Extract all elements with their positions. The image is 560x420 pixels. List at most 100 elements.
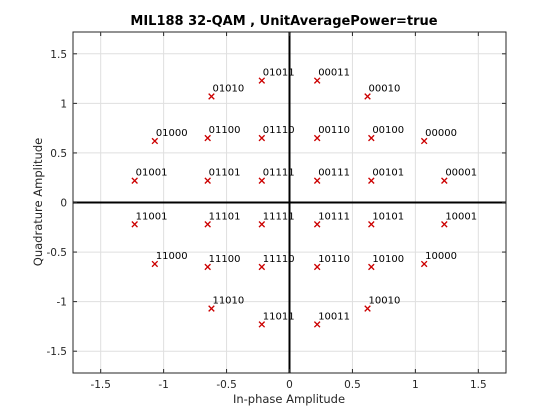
point-marker: [258, 221, 266, 228]
constellation-point: 11001: [131, 211, 168, 228]
x-tick-label: -1.5: [90, 379, 111, 391]
point-label: 11111: [263, 211, 295, 222]
point-marker: [151, 260, 159, 268]
constellation-point: 11101: [204, 211, 241, 228]
constellation-point: 00100: [368, 125, 404, 142]
point-label: 01100: [209, 125, 241, 136]
point-marker: [420, 137, 428, 145]
point-label: 10100: [372, 254, 404, 265]
chart-title: MIL188 32-QAM , UnitAveragePower=true: [130, 14, 437, 29]
point-label: 10110: [318, 254, 350, 265]
constellation-point: 10011: [313, 311, 350, 328]
point-label: 00100: [372, 125, 404, 136]
point-label: 01101: [209, 168, 241, 179]
constellation-point: 01010: [208, 83, 244, 100]
point-marker: [131, 221, 138, 228]
constellation-point: 11110: [258, 254, 295, 271]
point-marker: [258, 134, 266, 142]
point-label: 10000: [425, 251, 457, 262]
x-tick-label: 1.5: [470, 379, 487, 391]
constellation-point: 11111: [258, 211, 295, 228]
point-marker: [368, 134, 375, 142]
point-marker: [208, 305, 215, 312]
point-marker: [258, 177, 266, 184]
point-marker: [151, 137, 159, 145]
constellation-point: 10010: [364, 296, 401, 312]
point-marker: [258, 263, 266, 271]
point-label: 11100: [209, 254, 241, 265]
point-label: 00001: [445, 168, 477, 179]
point-label: 11010: [212, 296, 244, 307]
point-label: 10001: [445, 211, 477, 222]
constellation-point: 11010: [208, 296, 244, 312]
constellation-point: 11000: [151, 251, 188, 268]
point-marker: [313, 177, 321, 184]
point-label: 11011: [263, 311, 295, 322]
point-marker: [258, 321, 266, 328]
constellation-point: 00011: [313, 68, 350, 84]
y-tick-label: 1.5: [50, 49, 67, 61]
constellation-point: 00010: [364, 83, 401, 100]
y-axis-label: Quadrature Amplitude: [31, 138, 45, 266]
point-marker: [258, 77, 266, 84]
point-marker: [441, 221, 448, 228]
y-tick-label: -1: [57, 297, 67, 309]
point-label: 10011: [318, 311, 350, 322]
constellation-point: 11011: [258, 311, 295, 328]
point-label: 10010: [369, 296, 401, 307]
point-marker: [204, 177, 211, 184]
point-label: 10101: [372, 211, 404, 222]
constellation-point: 10001: [441, 211, 477, 228]
point-label: 00011: [318, 68, 350, 79]
constellation-point: 01111: [258, 168, 295, 184]
point-label: 00010: [369, 83, 401, 94]
constellation-point: 00000: [420, 128, 457, 145]
point-marker: [208, 93, 215, 100]
point-label: 11001: [136, 211, 168, 222]
constellation-point: 10111: [313, 211, 350, 228]
point-marker: [131, 177, 138, 184]
constellation-point: 00111: [313, 168, 350, 184]
y-tick-label: 1: [60, 98, 67, 110]
x-tick-label: 1: [412, 379, 419, 391]
point-label: 11110: [263, 254, 295, 265]
constellation-point: 00001: [441, 168, 477, 184]
constellation-point: 01100: [204, 125, 241, 142]
x-tick-label: -1: [158, 379, 168, 391]
point-marker: [364, 305, 371, 312]
zero-axes: [73, 32, 506, 373]
constellation-point: 01000: [151, 128, 188, 145]
tick-marks: [73, 32, 506, 373]
x-tick-labels: -1.5 -1 -0.5 0 0.5 1 1.5: [90, 379, 486, 391]
constellation-point: 10110: [313, 254, 350, 271]
constellation-point: 10101: [368, 211, 404, 228]
point-label: 01001: [136, 168, 168, 179]
y-tick-label: 0: [60, 198, 67, 210]
point-marker: [441, 177, 448, 184]
point-label: 11101: [209, 211, 241, 222]
point-marker: [313, 321, 321, 328]
point-label: 00000: [425, 128, 457, 139]
y-tick-label: -1.5: [47, 346, 68, 358]
point-marker: [313, 134, 321, 142]
constellation-point: 11100: [204, 254, 241, 271]
constellation-point: 01001: [131, 168, 168, 184]
x-tick-label: 0.5: [344, 379, 361, 391]
point-marker: [204, 221, 211, 228]
point-label: 00111: [318, 168, 350, 179]
point-label: 11000: [156, 251, 188, 262]
constellation-point: 01101: [204, 168, 241, 184]
point-marker: [368, 263, 375, 271]
y-tick-labels: -1.5 -1 -0.5 0 0.5 1 1.5: [47, 49, 68, 358]
point-marker: [313, 263, 321, 271]
x-axis-label: In-phase Amplitude: [233, 392, 345, 406]
point-label: 00110: [318, 125, 350, 136]
point-label: 01010: [212, 83, 244, 94]
point-marker: [368, 221, 375, 228]
constellation-point: 10000: [420, 251, 457, 268]
x-tick-label: 0: [286, 379, 293, 391]
point-label: 01110: [263, 125, 295, 136]
constellation-points: 00011 00010 00000 00001 10001 10000 10010 10011…: [131, 68, 477, 328]
point-label: 00101: [372, 168, 404, 179]
